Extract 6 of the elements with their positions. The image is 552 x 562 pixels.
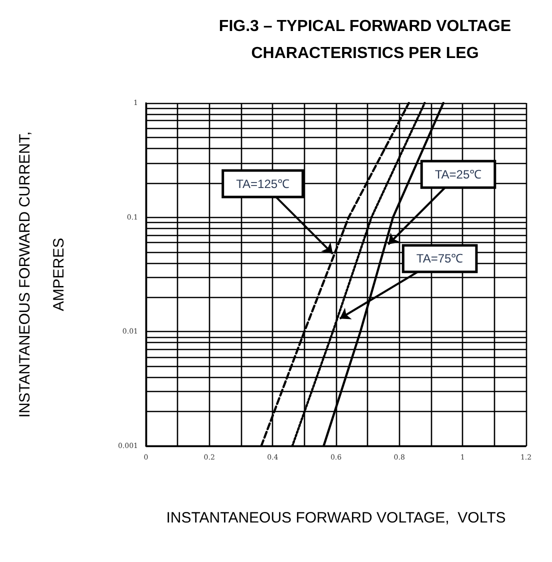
y-axis-title: INSTANTANEOUS FORWARD CURRENT, AMPERES	[16, 131, 68, 418]
annotation: TA=75℃	[416, 252, 464, 266]
annotation: TA=25℃	[434, 167, 482, 182]
chart-title: FIG.3 – TYPICAL FORWARD VOLTAGE CHARACTERISTICS PER LEG	[218, 18, 512, 62]
annotation: TA=125℃	[236, 176, 290, 191]
x-axis-title: INSTANTANEOUS FORWARD VOLTAGE, VOLTS	[166, 510, 506, 526]
